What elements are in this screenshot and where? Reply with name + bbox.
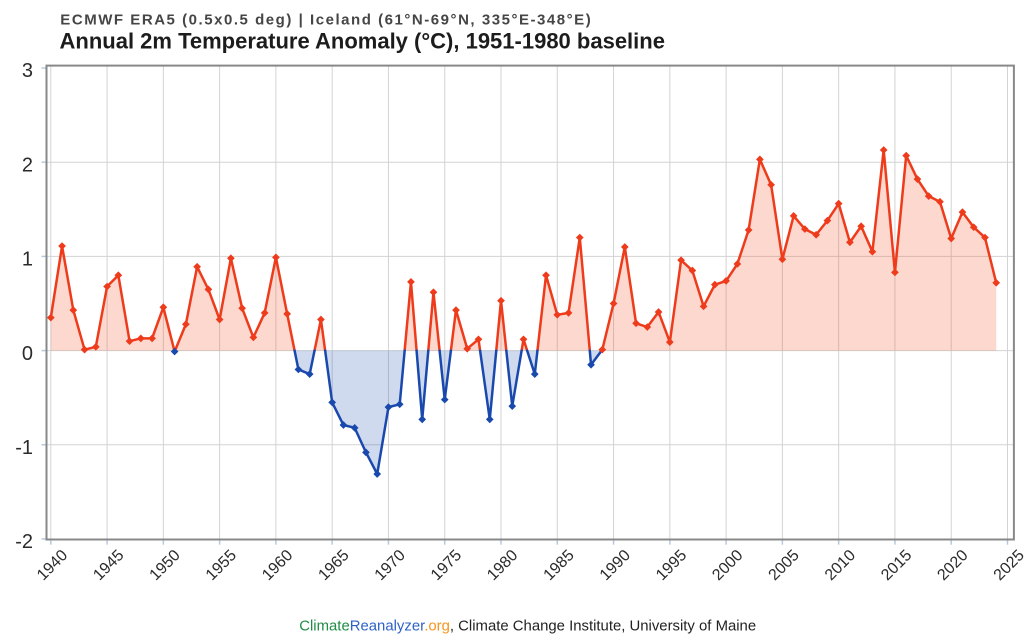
svg-text:-2: -2 xyxy=(15,531,33,553)
svg-text:0: 0 xyxy=(22,343,33,365)
svg-text:3: 3 xyxy=(22,60,33,82)
svg-text:Annual 2m Temperature Anomaly: Annual 2m Temperature Anomaly (°C), 1951… xyxy=(60,29,665,54)
svg-text:2: 2 xyxy=(22,154,33,176)
svg-text:-1: -1 xyxy=(15,437,33,459)
svg-text:1: 1 xyxy=(22,249,33,271)
svg-text:ClimateReanalyzer.org, Climate: ClimateReanalyzer.org, Climate Change In… xyxy=(299,618,756,634)
svg-text:ECMWF ERA5 (0.5x0.5 deg) | Ice: ECMWF ERA5 (0.5x0.5 deg) | Iceland (61°N… xyxy=(60,11,592,28)
